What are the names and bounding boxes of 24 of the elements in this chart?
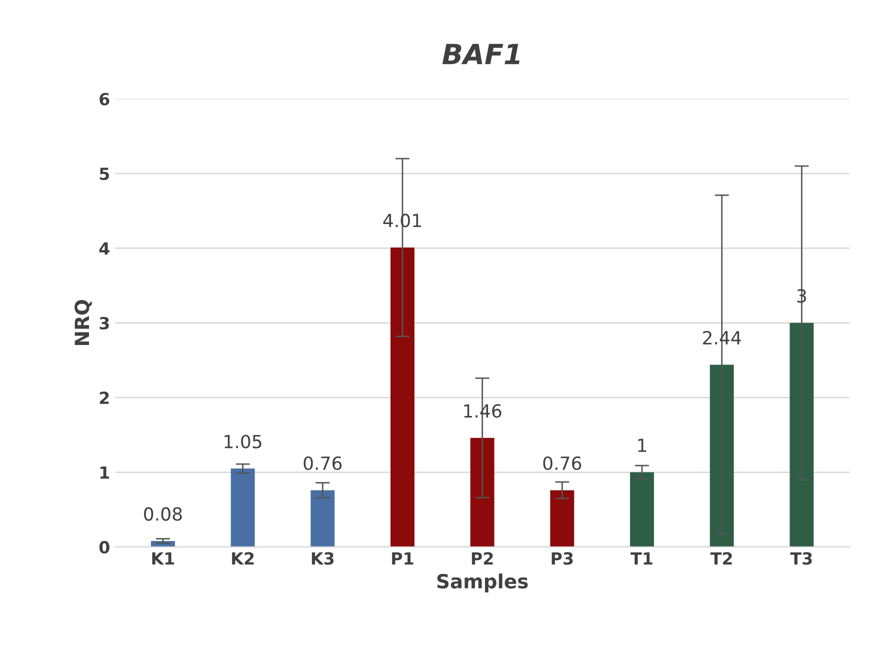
y-tick-label: 3 xyxy=(100,316,109,330)
chart-title: BAF1 xyxy=(442,44,520,64)
x-tick-label: P3 xyxy=(552,552,573,565)
y-tick-label: 4 xyxy=(99,242,110,255)
y-tick-label: 0 xyxy=(99,540,110,554)
y-tick-label: 2 xyxy=(100,392,109,404)
x-tick-label: P1 xyxy=(392,552,414,564)
y-tick-label: 5 xyxy=(100,168,110,180)
x-tick-label: K1 xyxy=(152,552,174,564)
x-tick-label: T3 xyxy=(790,552,812,565)
x-tick-label: K3 xyxy=(312,552,334,565)
x-tick-label: K2 xyxy=(232,552,254,564)
x-tick-label: P2 xyxy=(472,552,493,564)
data-label: 0.08 xyxy=(144,507,182,521)
data-label: 1 xyxy=(638,438,646,452)
data-label: 0.76 xyxy=(543,456,582,470)
x-axis-title: Samples xyxy=(437,574,528,592)
x-tick-label: T1 xyxy=(630,552,652,564)
data-label: 1.05 xyxy=(224,434,262,448)
x-tick-label: T2 xyxy=(710,552,732,564)
y-tick-label: 6 xyxy=(100,92,110,106)
y-axis-title: NRQ xyxy=(74,300,92,346)
data-label: 0.76 xyxy=(304,456,342,470)
y-tick-label: 1 xyxy=(100,466,110,479)
